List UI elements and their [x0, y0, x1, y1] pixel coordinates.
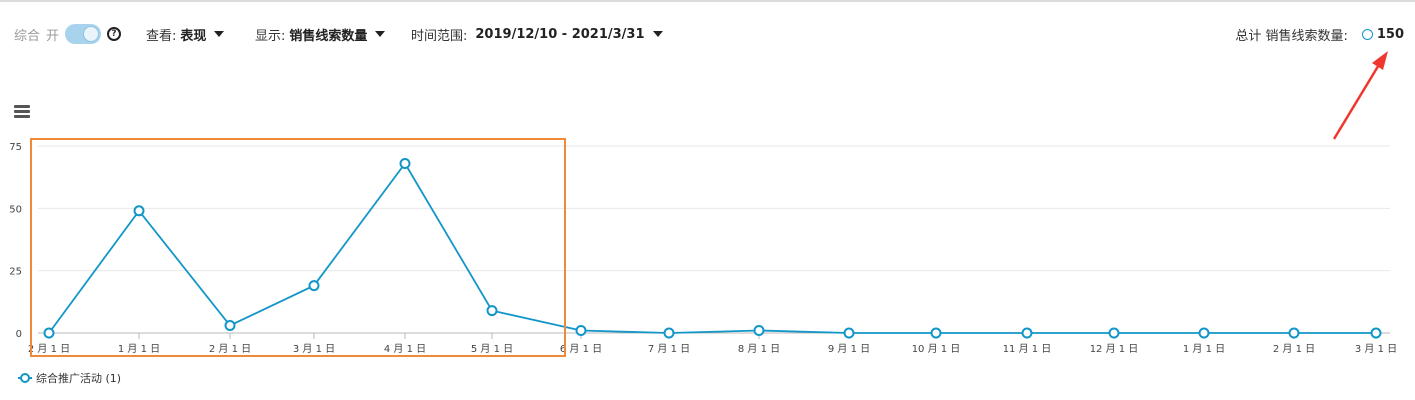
series-circle-icon — [1361, 28, 1373, 40]
hamburger-menu-icon[interactable] — [14, 105, 30, 119]
x-tick-label: 3 月 1 日 — [1355, 343, 1397, 355]
help-circle-icon[interactable]: ? — [107, 27, 122, 41]
data-point[interactable] — [1108, 327, 1120, 339]
legend-marker-icon — [18, 373, 32, 383]
data-point[interactable] — [1198, 327, 1210, 339]
date-range-value: 2019/12/10 - 2021/3/31 — [475, 26, 645, 42]
date-range-label: 时间范围: — [411, 28, 468, 44]
caret-down-icon — [214, 31, 225, 37]
x-tick-label: 5 月 1 日 — [471, 343, 513, 355]
x-tick-label: 10 月 1 日 — [912, 343, 961, 355]
date-range-dropdown[interactable]: 时间范围: 2019/12/10 - 2021/3/31 — [411, 20, 663, 48]
caret-down-icon — [652, 31, 663, 37]
data-point[interactable] — [753, 325, 765, 336]
data-point[interactable] — [843, 327, 855, 339]
data-point[interactable] — [1288, 327, 1300, 339]
x-tick-label: 6 月 1 日 — [560, 343, 602, 355]
y-tick-label: 75 — [9, 142, 22, 153]
toolbar: 综合 开 ? 查看: 表现 显示: 销售线索数量 时间范围: 2019/12/1… — [0, 20, 1415, 48]
x-tick-label: 4 月 1 日 — [384, 343, 426, 355]
combined-toggle-group[interactable]: 综合 开 ? — [14, 20, 122, 48]
data-point[interactable] — [133, 205, 145, 217]
data-point[interactable] — [308, 280, 320, 292]
total-value: 150 — [1376, 26, 1404, 42]
x-tick-label: 2 月 1 日 — [209, 343, 251, 355]
data-point[interactable] — [486, 305, 498, 317]
combined-toggle[interactable] — [65, 24, 102, 44]
data-point[interactable] — [663, 327, 675, 339]
view-value: 表现 — [180, 28, 207, 44]
y-tick-label: 0 — [16, 329, 22, 340]
y-tick-label: 50 — [9, 204, 22, 215]
data-point[interactable] — [224, 320, 236, 331]
total-label: 总计 销售线索数量: — [1235, 28, 1348, 44]
x-tick-label: 2 月 1 日 — [1273, 343, 1315, 355]
x-tick-label: 1 月 1 日 — [1183, 343, 1225, 355]
series-line — [48, 161, 1376, 334]
data-point[interactable] — [1370, 327, 1382, 339]
x-tick-label: 2 月 1 日 — [28, 343, 70, 355]
x-tick-label: 7 月 1 日 — [648, 343, 690, 355]
x-tick-label: 1 月 1 日 — [118, 343, 160, 355]
top-border — [0, 0, 1415, 2]
view-label: 查看: — [146, 28, 177, 44]
x-tick-label: 12 月 1 日 — [1090, 343, 1139, 355]
view-dropdown[interactable]: 查看: 表现 — [146, 20, 225, 48]
grid-lines — [38, 145, 1390, 272]
legend[interactable]: 综合推广活动 (1) — [18, 370, 121, 386]
combined-state-label: 开 — [46, 28, 60, 44]
x-tick-label: 8 月 1 日 — [738, 343, 780, 355]
annotation-layer — [1332, 51, 1388, 140]
toggle-knob — [83, 26, 100, 42]
display-dropdown[interactable]: 显示: 销售线索数量 — [255, 20, 386, 48]
y-tick-label: 25 — [9, 267, 22, 278]
data-point[interactable] — [575, 325, 587, 336]
display-value: 销售线索数量 — [289, 28, 368, 44]
display-label: 显示: — [255, 28, 286, 44]
y-axis: 0 25 50 75 — [9, 142, 22, 340]
legend-label: 综合推广活动 (1) — [36, 372, 122, 385]
x-tick-label: 3 月 1 日 — [293, 343, 335, 355]
total-summary: 总计 销售线索数量: 150 — [1235, 20, 1404, 48]
data-point[interactable] — [399, 158, 411, 169]
red-arrow-head — [1372, 51, 1388, 70]
x-tick-label: 9 月 1 日 — [828, 343, 870, 355]
data-point[interactable] — [930, 327, 942, 339]
red-arrow-annotation — [1332, 62, 1382, 140]
x-tick-label: 11 月 1 日 — [1003, 343, 1052, 355]
caret-down-icon — [375, 31, 386, 37]
data-point[interactable] — [43, 327, 55, 339]
series-layer — [43, 158, 1382, 339]
data-point[interactable] — [1021, 327, 1033, 339]
x-axis: 2 月 1 日 1 月 1 日 2 月 1 日 3 月 1 日 4 月 1 日 5 月 1… — [28, 332, 1397, 355]
combined-label: 综合 — [14, 28, 41, 44]
